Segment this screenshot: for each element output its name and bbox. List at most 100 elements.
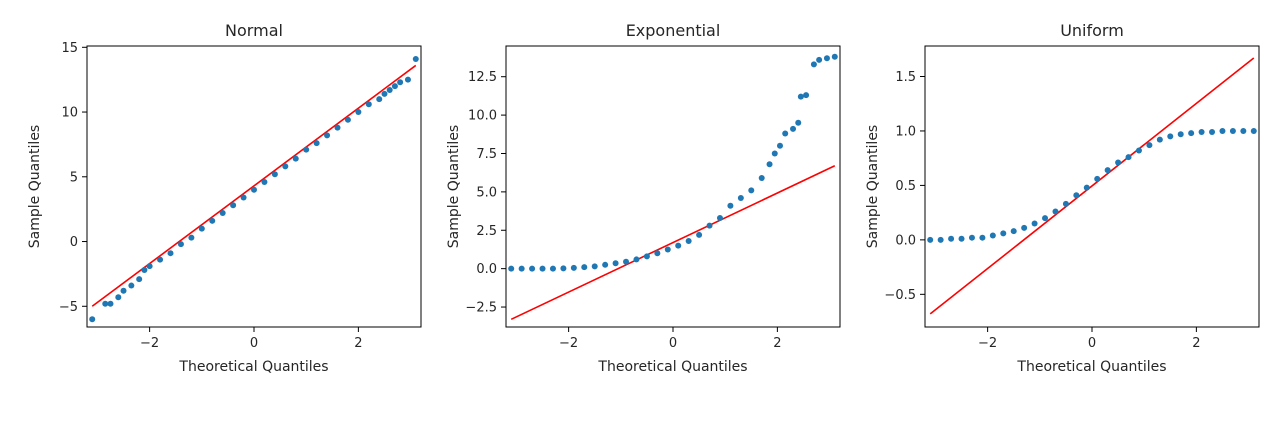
chart-title: Uniform xyxy=(1060,21,1124,40)
x-axis-label: Theoretical Quantiles xyxy=(1016,359,1166,375)
data-point-25 xyxy=(313,140,320,147)
data-point-10 xyxy=(157,256,164,263)
data-point-8 xyxy=(1000,230,1007,237)
x-tick-label-1: −2 xyxy=(978,336,997,351)
data-point-15 xyxy=(654,250,661,257)
reference-line xyxy=(929,57,1255,315)
y-tick-label-1: −5 xyxy=(59,300,78,315)
data-point-14 xyxy=(643,253,650,260)
data-point-28 xyxy=(776,142,783,149)
y-tick-label-2: 0 xyxy=(70,235,78,250)
data-point-8 xyxy=(141,267,148,274)
data-point-1 xyxy=(89,316,96,323)
data-point-18 xyxy=(1104,167,1111,174)
data-point-4 xyxy=(539,265,546,272)
data-point-2 xyxy=(518,265,525,272)
data-point-21 xyxy=(1135,147,1142,154)
data-point-3 xyxy=(529,265,536,272)
data-point-7 xyxy=(136,276,143,283)
data-point-19 xyxy=(696,231,703,238)
data-point-20 xyxy=(261,178,268,185)
chart-title: Normal xyxy=(225,21,283,40)
data-point-11 xyxy=(167,250,174,257)
data-point-4 xyxy=(115,294,122,301)
data-point-31 xyxy=(795,119,802,126)
y-tick-label-5: 7.5 xyxy=(476,147,497,162)
data-point-34 xyxy=(810,61,817,68)
data-point-22 xyxy=(1146,142,1153,149)
data-point-16 xyxy=(219,210,226,217)
y-tick-label-4: 10 xyxy=(61,106,78,121)
y-tick-label-6: 10.0 xyxy=(468,109,497,124)
data-point-1 xyxy=(508,265,515,272)
data-point-11 xyxy=(1031,220,1038,227)
data-point-17 xyxy=(1094,175,1101,182)
data-point-37 xyxy=(831,53,838,60)
data-point-5 xyxy=(120,287,127,294)
data-point-7 xyxy=(989,232,996,239)
data-point-32 xyxy=(381,90,388,97)
data-point-30 xyxy=(365,101,372,108)
data-point-28 xyxy=(344,116,351,123)
y-tick-label-3: 2.5 xyxy=(476,224,497,239)
data-point-22 xyxy=(727,202,734,209)
data-point-36 xyxy=(823,55,830,62)
data-point-28 xyxy=(1209,129,1216,136)
data-point-8 xyxy=(581,264,588,271)
reference-line xyxy=(91,64,417,307)
data-point-14 xyxy=(1062,200,1069,207)
x-tick-label-3: 2 xyxy=(773,336,781,351)
data-point-12 xyxy=(623,258,630,265)
data-point-3 xyxy=(948,235,955,242)
data-point-21 xyxy=(271,171,278,178)
data-point-21 xyxy=(716,214,723,221)
subplot-1: −2 0 2 −5 0 5 10 15 Normal Theoretical Quantiles S… xyxy=(27,21,422,375)
data-point-29 xyxy=(782,130,789,137)
data-point-19 xyxy=(251,186,257,193)
data-point-23 xyxy=(292,155,299,162)
data-point-10 xyxy=(1021,224,1028,231)
data-point-13 xyxy=(188,234,195,241)
x-tick-label-1: −2 xyxy=(559,336,578,351)
data-point-16 xyxy=(1083,184,1090,191)
data-point-11 xyxy=(612,260,619,267)
data-point-12 xyxy=(177,241,184,248)
data-point-35 xyxy=(397,79,404,86)
data-point-27 xyxy=(771,150,778,157)
data-point-12 xyxy=(1042,215,1049,222)
data-point-19 xyxy=(1115,159,1122,166)
y-tick-label-7: 12.5 xyxy=(468,70,497,85)
subplot-3: −2 0 2 −0.5 0.0 0.5 1.0 1.5 Uniform Theoretical Q… xyxy=(865,21,1260,375)
data-point-29 xyxy=(1219,127,1226,134)
data-point-32 xyxy=(1250,127,1257,134)
data-point-26 xyxy=(324,132,331,139)
data-point-13 xyxy=(633,256,640,263)
subplot-2: −2 0 2 −2.5 0.0 2.5 5.0 7.5 10.0 12.5 Exponential T… xyxy=(446,21,841,375)
x-axis-label: Theoretical Quantiles xyxy=(178,359,328,375)
x-tick-label-2: 0 xyxy=(1088,336,1096,351)
data-point-23 xyxy=(1156,136,1163,143)
y-tick-label-5: 15 xyxy=(61,41,78,56)
y-tick-label-3: 5 xyxy=(70,170,78,185)
y-axis-label: Sample Quantiles xyxy=(446,125,462,248)
data-point-9 xyxy=(591,263,598,270)
data-point-2 xyxy=(937,236,944,243)
data-point-27 xyxy=(1198,129,1205,136)
y-tick-label-3: 0.5 xyxy=(895,179,916,194)
data-point-37 xyxy=(412,55,419,62)
x-tick-label-2: 0 xyxy=(250,336,258,351)
data-point-25 xyxy=(1177,131,1184,138)
data-point-31 xyxy=(1240,127,1247,134)
y-tick-label-2: 0.0 xyxy=(895,233,916,248)
reference-line xyxy=(510,165,836,321)
data-point-18 xyxy=(240,194,247,201)
data-point-33 xyxy=(803,92,810,99)
data-point-6 xyxy=(560,265,567,272)
x-tick-label-3: 2 xyxy=(1192,336,1200,351)
data-point-1 xyxy=(927,236,934,243)
data-point-22 xyxy=(282,163,289,170)
data-point-10 xyxy=(602,261,609,268)
data-point-17 xyxy=(230,202,237,209)
data-point-24 xyxy=(748,187,755,194)
